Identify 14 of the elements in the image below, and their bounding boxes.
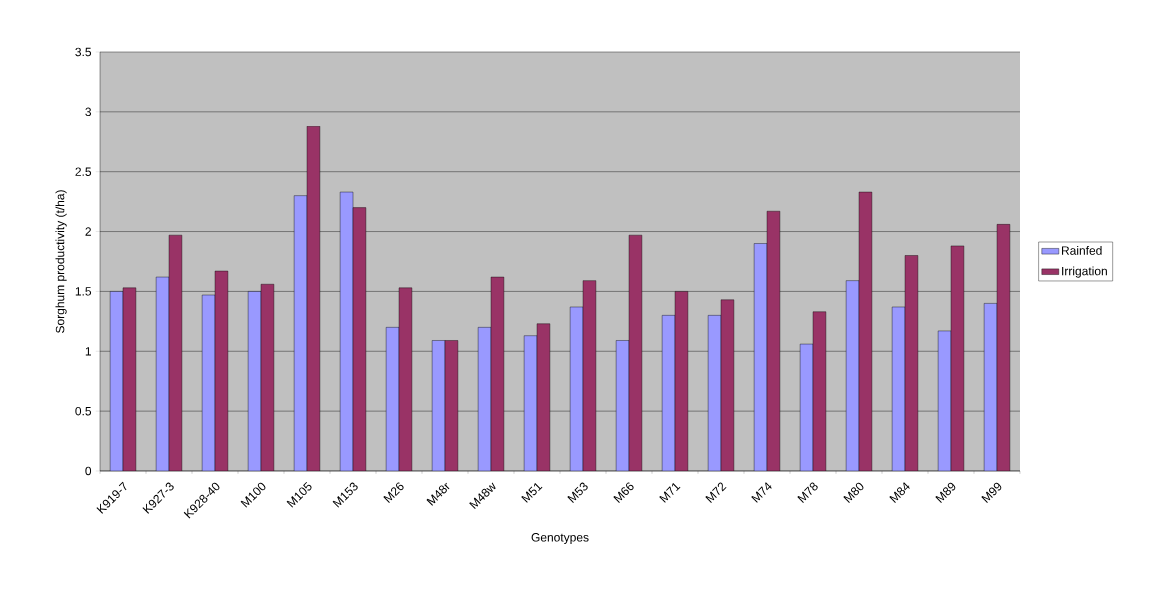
x-tick-label: M51	[521, 483, 543, 503]
y-tick-label: 0.5	[75, 406, 92, 416]
x-axis-title: Genotypes	[531, 533, 589, 544]
y-axis-title: Sorghum productivity (t/ha)	[55, 190, 67, 333]
y-tick-label: 1.5	[75, 287, 92, 296]
legend-label: Irrigation	[1062, 266, 1107, 278]
x-tick-label: M71	[659, 483, 681, 503]
y-tick-label: 3	[85, 107, 92, 117]
y-tick-label: 2	[85, 227, 91, 236]
legend-label: Rainfed	[1061, 245, 1102, 255]
y-tick-label: 1	[85, 347, 91, 356]
y-tick-label: 3.5	[75, 47, 92, 57]
y-tick-label: 0	[85, 466, 92, 476]
y-tick-label: 2.5	[75, 167, 92, 176]
